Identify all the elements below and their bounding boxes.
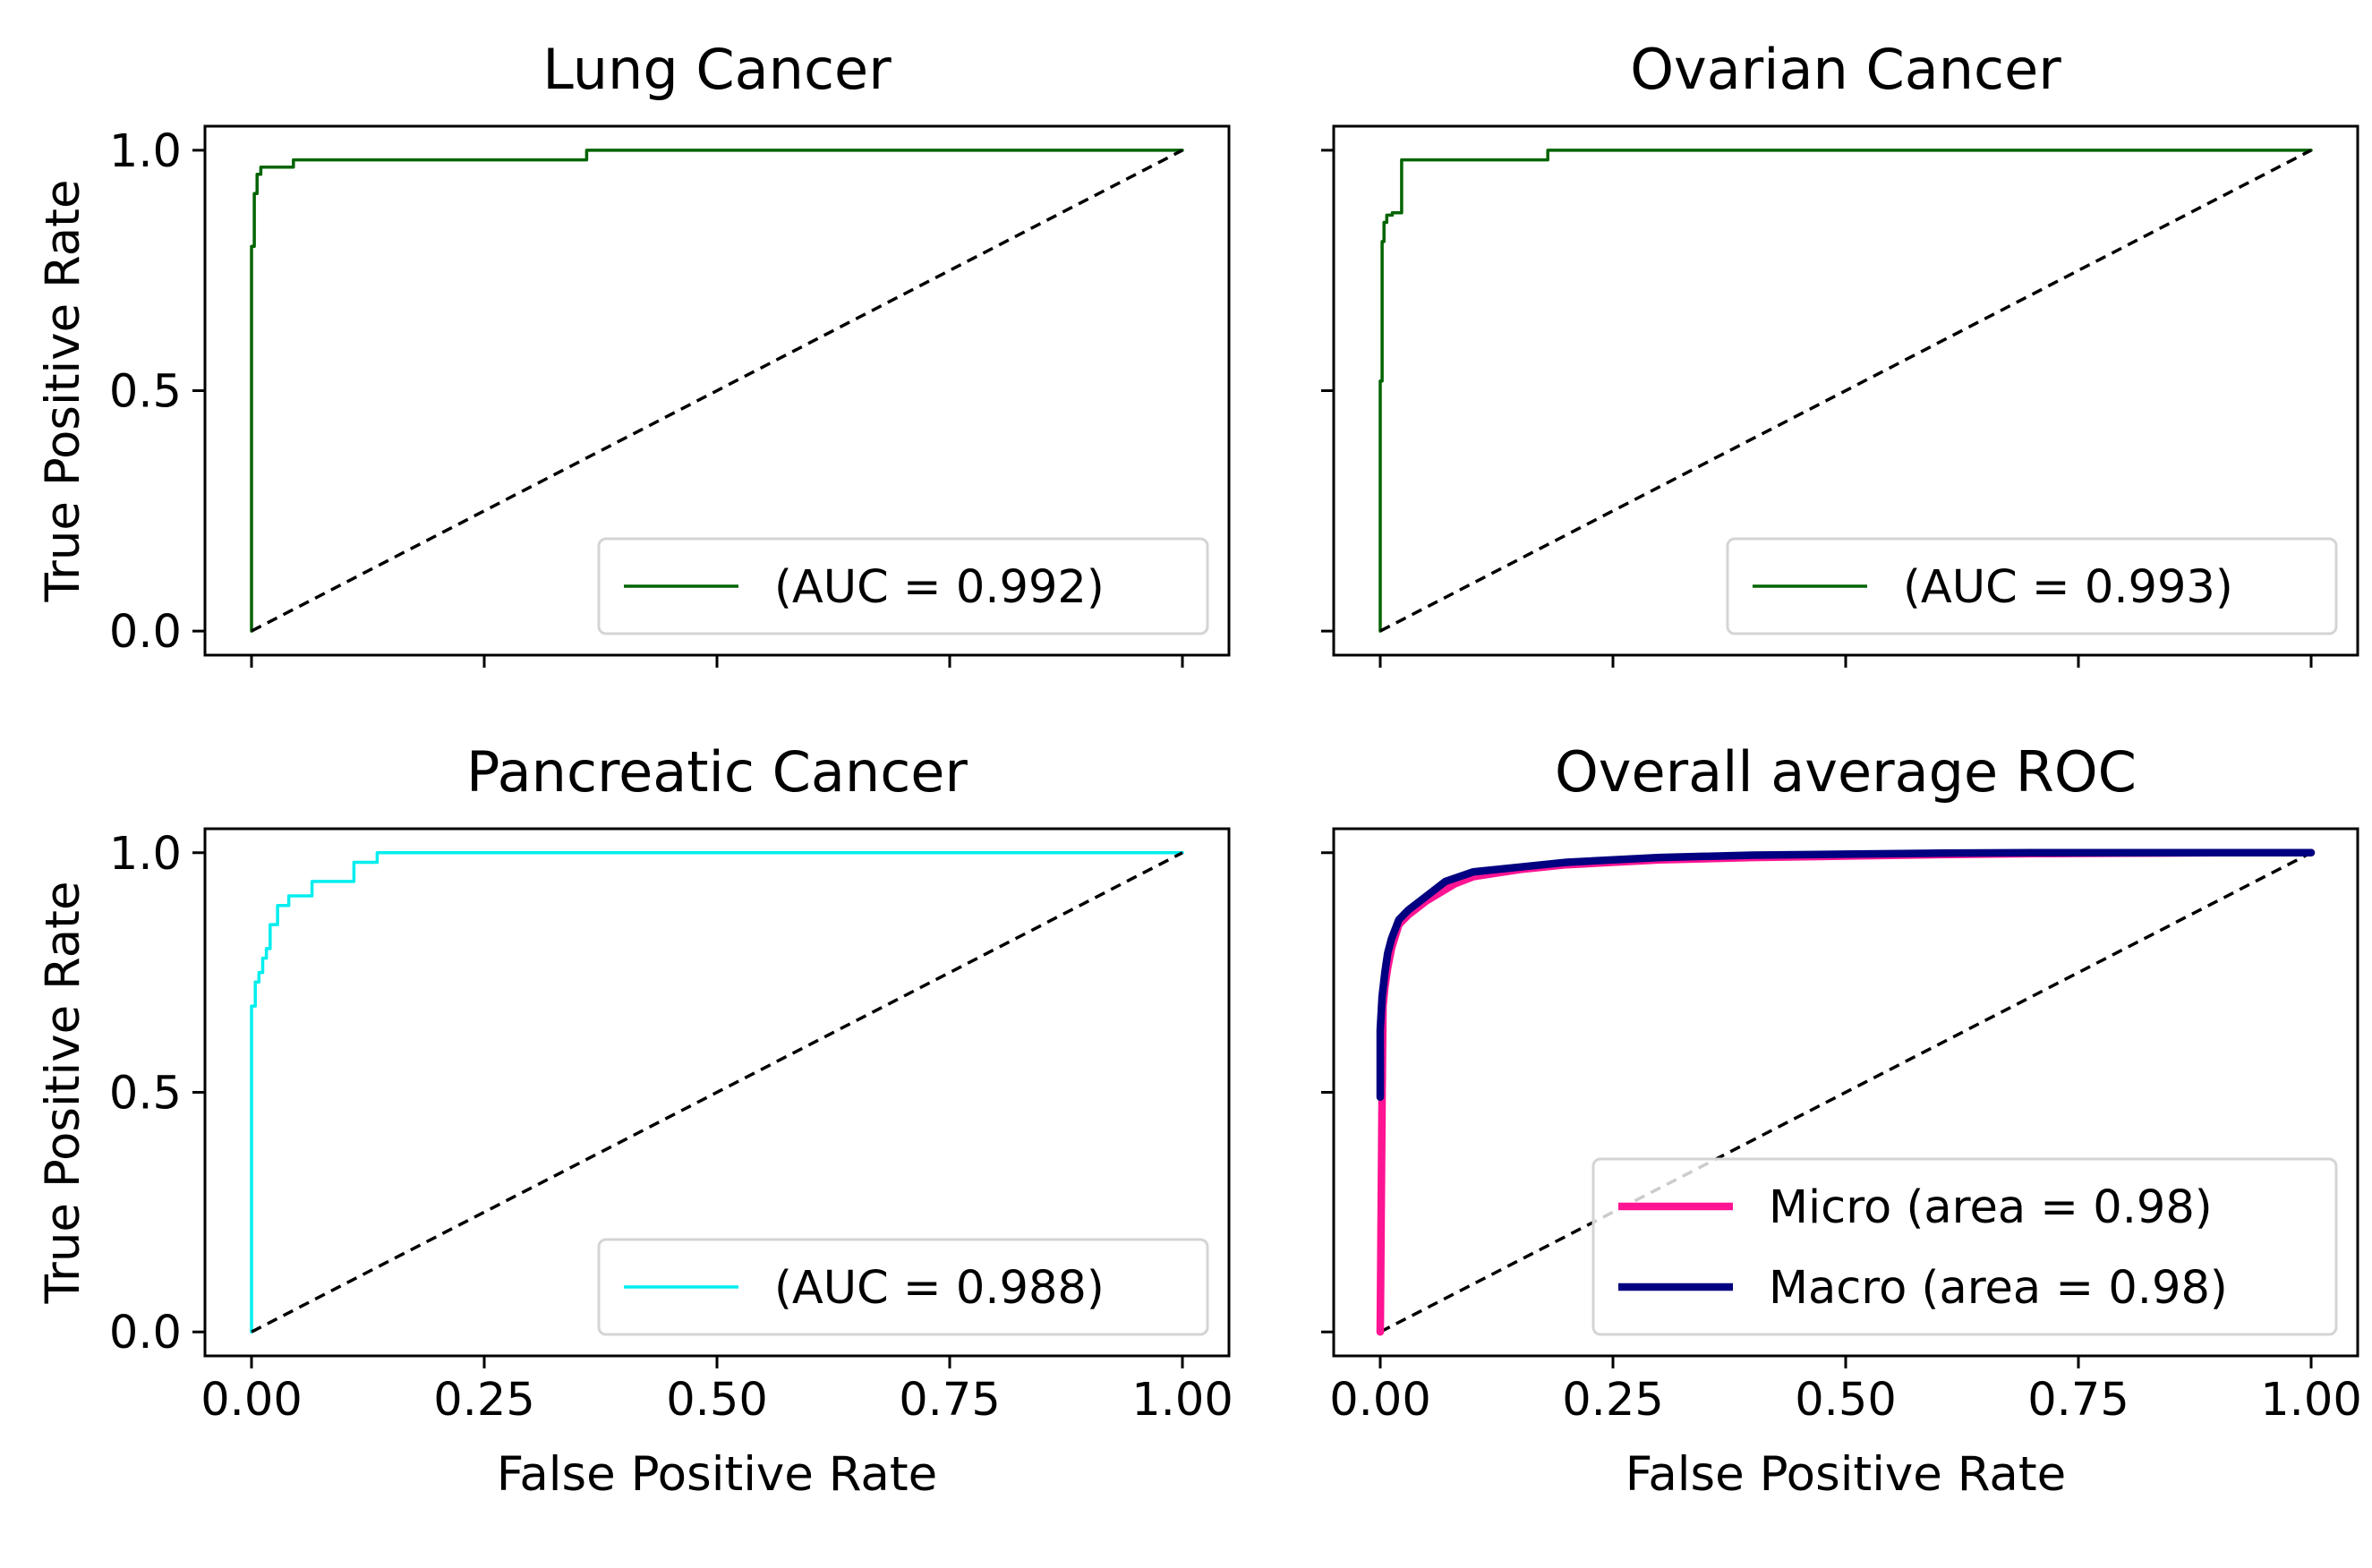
chart-panel-4: 0.00 0.25 0.50 0.75 1.00 Overall average ROC F… <box>1321 739 2362 1502</box>
plot-area <box>250 149 1184 633</box>
x-axis-label: False Positive Rate <box>497 1447 938 1502</box>
roc-curve-1 <box>250 149 1184 633</box>
legend-entry-label: Micro (area = 0.98) <box>1769 1181 2213 1234</box>
chart-panel-1: 0.0 0.5 1.0 Lung Cancer True Positive Rate (A… <box>36 37 1231 668</box>
legend: (AUC = 0.992) <box>597 537 1209 635</box>
x-tick-label: 0.50 <box>666 1374 768 1427</box>
legend-entry-label: (AUC = 0.988) <box>774 1262 1105 1315</box>
legend-box <box>597 1238 1209 1336</box>
chart-panel-2: Ovarian Cancer (AUC = 0.993) <box>1321 37 2359 668</box>
x-tick-label: 0.75 <box>899 1374 1001 1427</box>
y-tick-label: 1.0 <box>109 125 182 178</box>
y-tick-label: 0.5 <box>109 366 182 419</box>
legend-box <box>1726 537 2338 635</box>
y-tick-label: 0.5 <box>109 1068 182 1121</box>
roc-curve-1 <box>1378 149 2313 633</box>
chart-title: Overall average ROC <box>1555 739 2137 805</box>
chart-title: Pancreatic Cancer <box>466 739 968 805</box>
x-tick-label: 0.75 <box>2027 1374 2129 1427</box>
plot-area <box>1378 149 2313 633</box>
chart-title: Lung Cancer <box>542 37 892 102</box>
legend-entry-label: Macro (area = 0.98) <box>1769 1262 2228 1315</box>
roc-curve-3 <box>1376 848 2316 1102</box>
legend-entry-label: (AUC = 0.993) <box>1903 561 2233 614</box>
y-tick-label: 1.0 <box>109 828 182 881</box>
legend-entry-label: (AUC = 0.992) <box>774 561 1105 614</box>
chart-title: Ovarian Cancer <box>1630 37 2061 102</box>
plot-area <box>1376 848 2316 1336</box>
legend-box <box>1591 1157 2338 1336</box>
x-tick-label: 1.00 <box>1131 1374 1233 1427</box>
plot-area <box>250 851 1184 1334</box>
chance-diagonal-line <box>251 851 1183 1334</box>
x-tick-label: 0.00 <box>1329 1374 1431 1427</box>
x-tick-label: 0.25 <box>433 1374 535 1427</box>
chance-diagonal-line <box>1379 149 2312 633</box>
x-axis-label: False Positive Rate <box>1625 1447 2067 1502</box>
legend: (AUC = 0.993) <box>1726 537 2338 635</box>
chance-diagonal-line <box>1379 851 2312 1334</box>
y-axis-label: True Positive Rate <box>36 881 90 1304</box>
legend-box <box>597 537 1209 635</box>
x-tick-label: 0.25 <box>1562 1374 1664 1427</box>
y-axis-label: True Positive Rate <box>36 179 90 602</box>
chance-diagonal-line <box>251 149 1183 633</box>
x-tick-label: 0.50 <box>1795 1374 1897 1427</box>
x-tick-label: 1.00 <box>2260 1374 2362 1427</box>
y-tick-label: 0.0 <box>109 606 182 659</box>
roc-curve-1 <box>250 851 1184 1334</box>
chart-panel-3: 0.00 0.25 0.50 0.75 1.00 0.0 0.5 1.0 Pancreatic … <box>36 739 1233 1502</box>
legend: (AUC = 0.988) <box>597 1238 1209 1336</box>
x-tick-label: 0.00 <box>201 1374 303 1427</box>
legend: Micro (area = 0.98) Macro (area = 0.98) <box>1591 1157 2338 1336</box>
y-tick-label: 0.0 <box>109 1307 182 1359</box>
